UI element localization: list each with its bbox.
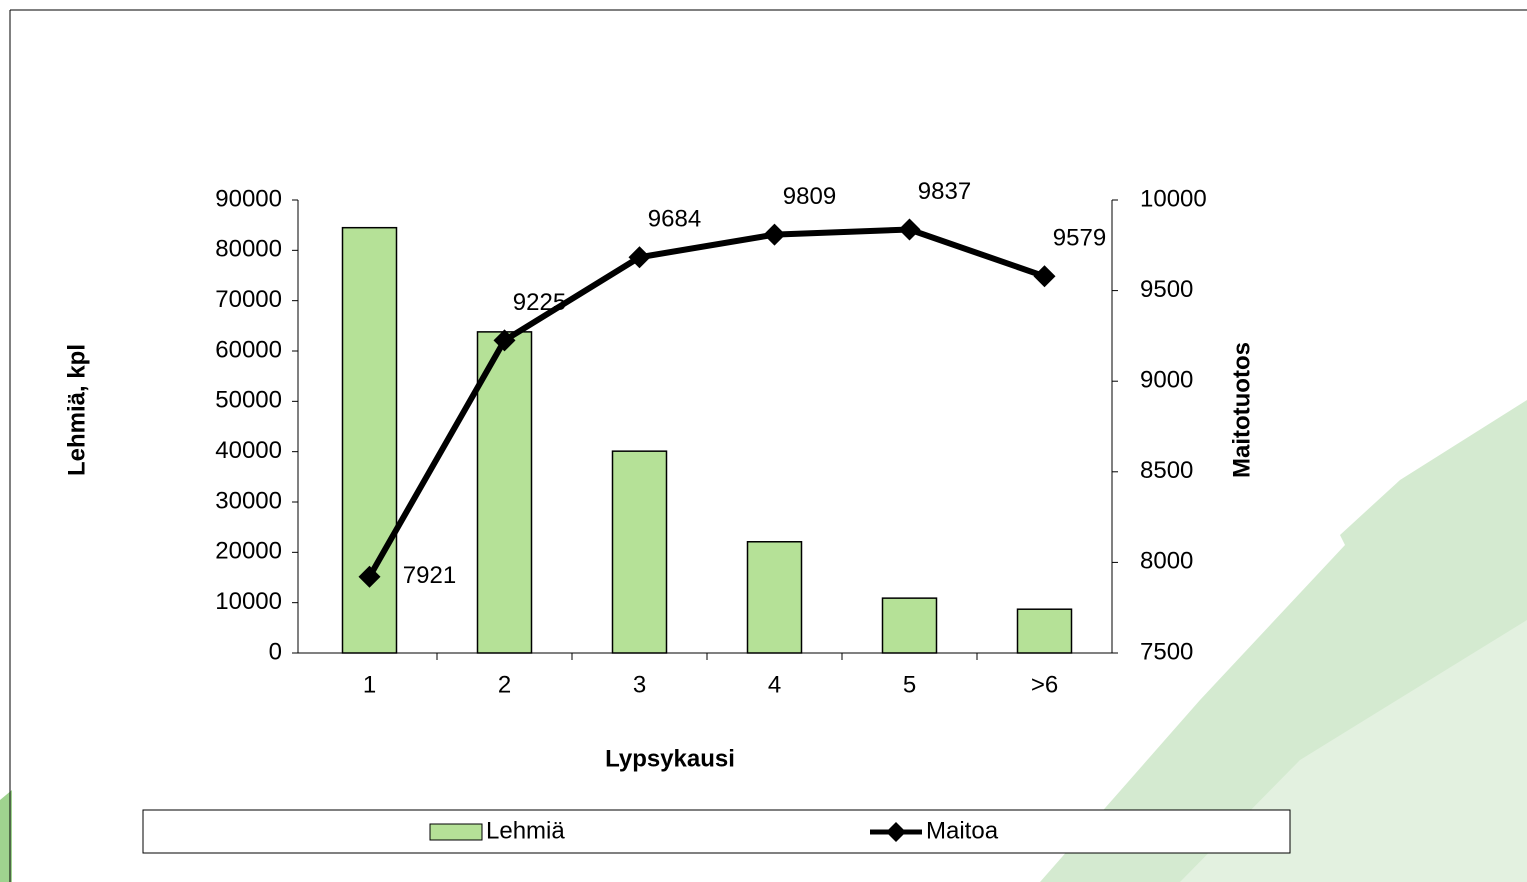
marker [898,218,921,241]
data-label: 9684 [648,206,701,233]
y-tick-label: 80000 [215,236,282,263]
marker [628,246,651,269]
line [366,226,1046,579]
y2-axis-label: Maitotuotos [1228,342,1255,478]
bar [746,541,803,654]
bar [341,226,398,654]
x-tick-label: 4 [768,671,781,698]
legend-label: Maitoa [926,817,999,844]
y-tick-label: 60000 [215,336,282,363]
y-axis-label: Lehmiä, kpl [63,344,90,476]
y-tick-label: 90000 [215,185,282,212]
y2-tick-label: 8500 [1140,457,1193,484]
marker [1033,265,1056,288]
y2-tick-label: 9000 [1140,367,1193,394]
x-tick-label: 5 [903,671,916,698]
y2-tick-label: 7500 [1140,638,1193,665]
x-tick-label: >6 [1031,671,1058,698]
bar [881,597,938,654]
bar [476,331,533,654]
y-tick-label: 70000 [215,286,282,313]
bar [1016,608,1073,654]
legend-swatch [429,823,483,841]
marker [358,565,381,588]
data-label: 7921 [403,562,456,589]
y-tick-label: 0 [269,638,282,665]
x-tick-label: 1 [363,671,376,698]
y-tick-label: 20000 [215,538,282,565]
x-axis-label: Lypsykausi [605,745,735,772]
legend-label: Lehmiä [486,817,565,844]
y-tick-label: 10000 [215,588,282,615]
marker [763,223,786,246]
y-tick-label: 40000 [215,437,282,464]
y-tick-label: 30000 [215,487,282,514]
bar [611,450,668,654]
y-tick-label: 50000 [215,387,282,414]
data-label: 9809 [783,183,836,210]
marker [493,329,516,352]
legend [142,809,1291,854]
y2-tick-label: 9500 [1140,276,1193,303]
data-label: 9837 [918,178,971,205]
y2-tick-label: 8000 [1140,548,1193,575]
x-tick-label: 2 [498,671,511,698]
y2-tick-label: 10000 [1140,185,1207,212]
data-label: 9579 [1053,225,1106,252]
x-tick-label: 3 [633,671,646,698]
legend-swatch [886,822,906,842]
data-label: 9225 [513,289,566,316]
